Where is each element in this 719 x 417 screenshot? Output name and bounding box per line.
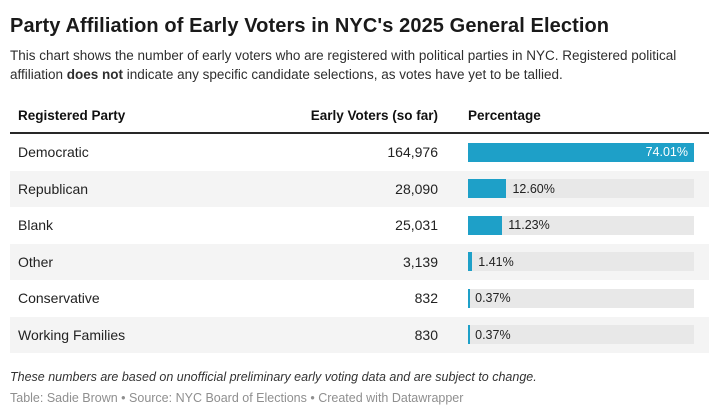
party-cell: Republican <box>18 180 89 197</box>
bar-track: 11.23% <box>468 215 694 235</box>
voters-cell: 164,976 <box>387 144 438 161</box>
table-row: Republican 28,090 12.60% <box>10 170 709 207</box>
chart-description: This chart shows the number of early vot… <box>10 46 709 84</box>
voters-cell: 832 <box>414 290 438 307</box>
bar-label: 12.60% <box>512 181 555 196</box>
chart-title: Party Affiliation of Early Voters in NYC… <box>10 15 610 37</box>
bar-fill <box>468 179 507 199</box>
bar-track: 0.37% <box>468 288 694 308</box>
column-header-party: Registered Party <box>18 107 126 123</box>
bar-track: 12.60% <box>468 179 694 199</box>
percentage-cell: 1.41% <box>438 252 709 272</box>
bar-label: 11.23% <box>508 218 550 233</box>
table-row: Democratic 164,976 74.01% <box>10 134 709 171</box>
footnote: These numbers are based on unofficial pr… <box>10 370 537 384</box>
percentage-cell: 74.01% <box>438 142 709 162</box>
voters-cell: 25,031 <box>395 217 438 234</box>
table-row: Blank 25,031 11.23% <box>10 207 709 244</box>
bar-label: 74.01% <box>645 145 688 160</box>
voters-cell: 28,090 <box>395 180 438 197</box>
table-row: Conservative 832 0.37% <box>10 280 709 317</box>
voters-cell: 830 <box>414 326 438 343</box>
party-cell: Other <box>18 253 54 270</box>
bar-fill <box>468 288 470 308</box>
party-cell: Conservative <box>18 290 100 307</box>
voters-cell: 3,139 <box>402 253 438 270</box>
bar-label: 0.37% <box>475 291 511 306</box>
bar-track: 74.01% <box>468 142 694 162</box>
column-header-voters: Early Voters (so far) <box>310 107 438 123</box>
bar-track: 1.41% <box>468 252 694 272</box>
bar-label: 0.37% <box>475 327 511 342</box>
bar-track: 0.37% <box>468 325 694 345</box>
description-text: This chart shows the number of early vot… <box>10 48 677 82</box>
bar-fill <box>468 252 473 272</box>
chart-container: Party Affiliation of Early Voters in NYC… <box>10 15 709 405</box>
table-header-row: Registered Party Early Voters (so far) P… <box>10 98 709 134</box>
bar-fill <box>468 325 470 345</box>
bar-fill <box>468 215 503 235</box>
bar-label: 1.41% <box>478 254 514 269</box>
percentage-cell: 0.37% <box>438 288 709 308</box>
table-row: Working Families 830 0.37% <box>10 316 709 353</box>
data-table: Registered Party Early Voters (so far) P… <box>10 98 709 353</box>
column-header-percentage: Percentage <box>468 107 541 123</box>
table-body: Democratic 164,976 74.01% Republican 28,… <box>10 134 709 353</box>
byline: Table: Sadie Brown • Source: NYC Board o… <box>10 391 464 405</box>
party-cell: Working Families <box>18 326 126 343</box>
description-text-after: indicate any specific candidate selectio… <box>123 67 563 82</box>
percentage-cell: 11.23% <box>438 215 709 235</box>
percentage-cell: 12.60% <box>438 179 709 199</box>
party-cell: Democratic <box>18 144 89 161</box>
bar-fill <box>468 142 694 162</box>
party-cell: Blank <box>18 217 54 234</box>
percentage-cell: 0.37% <box>438 325 709 345</box>
description-bold-text: does not <box>66 67 124 82</box>
table-row: Other 3,139 1.41% <box>10 243 709 280</box>
